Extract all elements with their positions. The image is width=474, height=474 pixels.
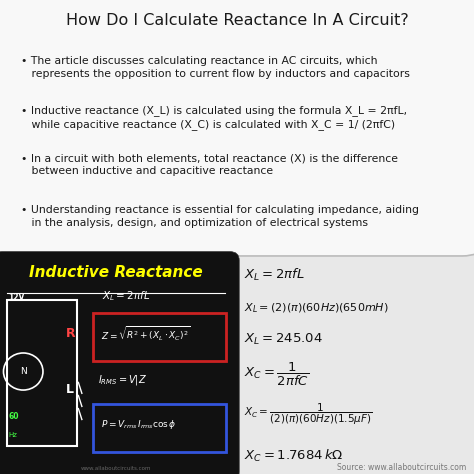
Text: Source: www.allaboutcircuits.com: Source: www.allaboutcircuits.com — [337, 463, 467, 472]
Text: $X_L = 245.04$: $X_L = 245.04$ — [245, 332, 323, 347]
Text: N: N — [20, 367, 27, 376]
Text: R: R — [66, 327, 76, 340]
Bar — [93, 313, 227, 361]
Text: How Do I Calculate Reactance In A Circuit?: How Do I Calculate Reactance In A Circui… — [65, 13, 409, 28]
Text: • Inductive reactance (X_L) is calculated using the formula X_L = 2πfL,
   while: • Inductive reactance (X_L) is calculate… — [21, 105, 408, 129]
FancyBboxPatch shape — [0, 252, 239, 474]
Text: $X_L = (2)(\pi)(60Hz)(650mH)$: $X_L = (2)(\pi)(60Hz)(650mH)$ — [245, 302, 389, 315]
Text: Inductive Reactance: Inductive Reactance — [29, 264, 203, 280]
Text: $P = V_{rms}\,I_{rms}\cos\phi$: $P = V_{rms}\,I_{rms}\cos\phi$ — [101, 419, 176, 431]
Text: www.allaboutcircuits.com: www.allaboutcircuits.com — [81, 465, 151, 471]
Text: $Z = \sqrt{R^2+(X_L \cdot X_C)^2}$: $Z = \sqrt{R^2+(X_L \cdot X_C)^2}$ — [101, 324, 191, 343]
FancyBboxPatch shape — [0, 0, 474, 256]
Text: • Understanding reactance is essential for calculating impedance, aiding
   in t: • Understanding reactance is essential f… — [21, 205, 419, 228]
Text: $X_L = 2\pi fL$: $X_L = 2\pi fL$ — [245, 267, 305, 283]
Bar — [7, 300, 77, 446]
Text: $X_C = \dfrac{1}{2\pi fC}$: $X_C = \dfrac{1}{2\pi fC}$ — [245, 361, 310, 388]
Text: 12V: 12V — [8, 292, 25, 301]
Text: 60: 60 — [8, 412, 18, 421]
Text: L: L — [66, 383, 74, 396]
Text: • The article discusses calculating reactance in AC circuits, which
   represent: • The article discusses calculating reac… — [21, 56, 410, 79]
Text: $X_C = \dfrac{1}{(2)(\pi)(60Hz)(1.5\mu F)}$: $X_C = \dfrac{1}{(2)(\pi)(60Hz)(1.5\mu F… — [245, 402, 373, 427]
Text: Hz: Hz — [8, 432, 17, 438]
Text: $X_L = 2\pi fL$: $X_L = 2\pi fL$ — [102, 290, 150, 303]
Text: $I_{RMS} = V|Z$: $I_{RMS} = V|Z$ — [98, 373, 146, 387]
Bar — [93, 404, 227, 452]
Text: • In a circuit with both elements, total reactance (X) is the difference
   betw: • In a circuit with both elements, total… — [21, 154, 398, 176]
Text: $X_C = 1.7684\,k\Omega$: $X_C = 1.7684\,k\Omega$ — [245, 448, 344, 464]
